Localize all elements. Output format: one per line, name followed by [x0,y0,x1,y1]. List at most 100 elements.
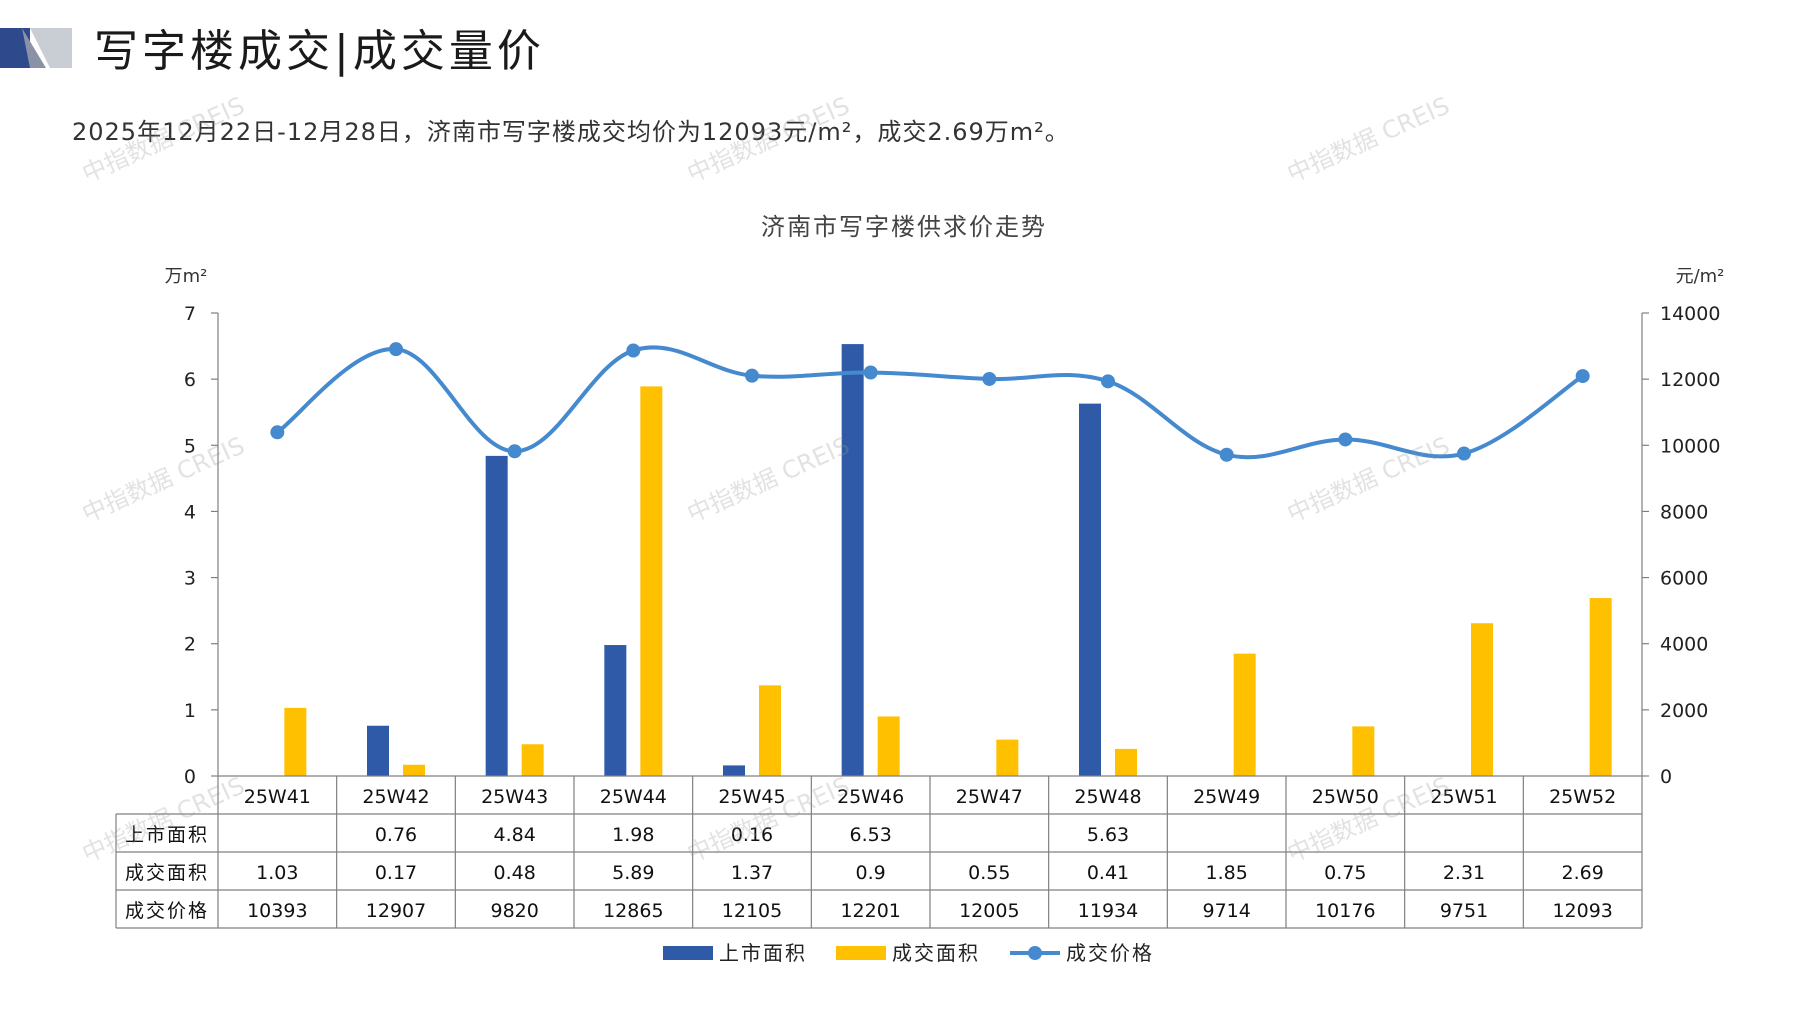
right-tick-label: 6000 [1660,568,1708,590]
table-cell: 1.98 [612,824,654,846]
left-tick-label: 6 [184,369,196,391]
listed-area-bar [367,725,389,776]
table-cell: 0.75 [1324,862,1366,884]
category-label: 25W49 [1193,786,1260,808]
table-cell: 0.16 [731,824,773,846]
table-row-label: 成交面积 [125,862,209,884]
table-cell: 1.85 [1206,862,1248,884]
price-point [1575,369,1590,384]
table-cell: 5.63 [1087,824,1129,846]
traded-area-bar [1589,598,1612,776]
traded-area-bar [759,685,781,776]
listed-area-bar [841,344,864,776]
table-cell: 12865 [603,900,663,922]
listed-area-bar [485,455,508,776]
category-label: 25W50 [1312,786,1379,808]
listed-area-bar [1079,403,1101,776]
table-cell: 6.53 [850,824,892,846]
price-point [626,343,641,358]
price-point [1457,446,1471,461]
left-tick-label: 7 [184,303,196,325]
summary-text: 2025年12月22日-12月28日，济南市写字楼成交均价为12093元/m²，… [72,118,1070,146]
price-point [863,365,878,380]
price-point [1219,447,1234,462]
left-tick-label: 5 [184,435,196,457]
legend-swatch-price-point [1028,946,1042,960]
price-point [507,444,522,459]
left-tick-label: 3 [184,568,196,590]
category-label: 25W44 [600,786,667,808]
table-cell: 2.31 [1443,862,1485,884]
table-cell: 0.48 [494,862,536,884]
listed-area-bar [723,765,745,776]
table-cell: 1.37 [731,862,773,884]
traded-area-bar [877,716,900,776]
traded-area-bar [996,739,1019,776]
table-cell: 9820 [490,900,538,922]
price-point [389,342,403,357]
table-cell: 10176 [1315,900,1375,922]
right-tick-label: 0 [1660,766,1672,788]
table-row-label: 上市面积 [125,824,209,846]
table-cell: 5.89 [612,862,654,884]
right-axis-unit: 元/m² [1676,266,1725,287]
category-label: 25W48 [1074,786,1141,808]
left-tick-label: 4 [184,501,196,523]
table-cell: 0.9 [856,862,886,884]
left-tick-label: 0 [184,766,196,788]
brand-logo-icon [0,28,72,68]
traded-area-bar [521,744,544,776]
table-cell: 2.69 [1562,862,1604,884]
table-cell: 0.55 [968,862,1010,884]
legend-swatch-listed [663,946,713,960]
traded-area-bar [403,764,425,776]
page-header: 写字楼成交|成交量价 [0,24,700,84]
table-cell: 12093 [1552,900,1612,922]
right-tick-label: 10000 [1660,435,1720,457]
category-label: 25W41 [244,786,311,808]
table-cell: 0.41 [1087,862,1129,884]
table-cell: 0.17 [375,862,417,884]
left-axis-unit: 万m² [165,266,208,287]
category-label: 25W47 [956,786,1023,808]
table-cell: 9751 [1440,900,1488,922]
price-point [1338,432,1353,447]
price-line [276,345,1584,460]
right-tick-label: 12000 [1660,369,1720,391]
price-point [270,425,285,440]
category-label: 25W46 [837,786,904,808]
category-label: 25W45 [718,786,785,808]
traded-area-bar [1471,623,1493,776]
price-point [745,368,759,383]
table-row-label: 成交价格 [125,900,209,922]
table-cell: 12105 [722,900,782,922]
table-cell: 10393 [247,900,307,922]
table-cell: 0.76 [375,824,417,846]
legend-label: 成交价格 [1066,941,1154,965]
traded-area-bar [1352,726,1375,776]
table-cell: 12907 [366,900,426,922]
table-cell: 1.03 [256,862,298,884]
legend-swatch-traded [836,946,886,960]
legend-label: 成交面积 [892,941,980,965]
category-label: 25W42 [362,786,429,808]
traded-area-bar [284,707,307,776]
legend-label: 上市面积 [719,941,807,965]
left-tick-label: 1 [184,700,196,722]
category-label: 25W51 [1430,786,1497,808]
traded-area-bar [640,386,663,776]
table-cell: 11934 [1078,900,1138,922]
table-cell: 12201 [840,900,900,922]
table-cell: 4.84 [494,824,536,846]
right-tick-label: 14000 [1660,303,1720,325]
right-tick-label: 8000 [1660,501,1708,523]
price-point [1101,374,1115,389]
right-tick-label: 2000 [1660,700,1708,722]
category-label: 25W52 [1549,786,1616,808]
category-label: 25W43 [481,786,548,808]
table-cell: 12005 [959,900,1019,922]
table-cell: 9714 [1202,900,1250,922]
traded-area-bar [1115,748,1137,776]
price-point [982,371,997,386]
